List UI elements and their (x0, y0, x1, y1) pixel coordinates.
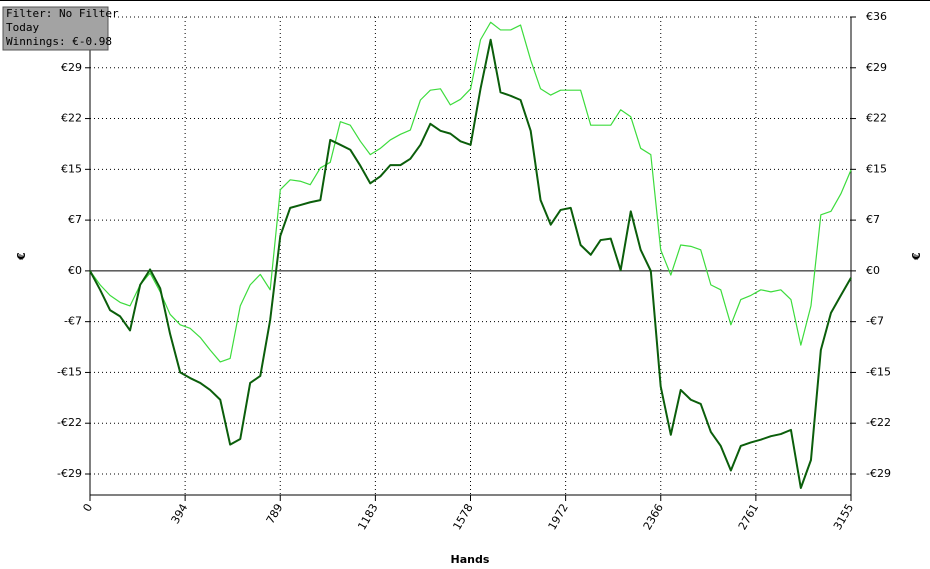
x-tick-label: 0 (80, 502, 95, 515)
y2-tick-label: €29 (866, 61, 887, 74)
filter-text: Winnings: €-0.98 (6, 35, 112, 48)
x-tick-label: 394 (169, 502, 191, 527)
filter-box (2, 6, 109, 51)
y-tick-label: -€15 (57, 365, 82, 378)
filter-text: Today (6, 21, 39, 34)
y2-tick-label: €0 (866, 264, 880, 277)
y2-tick-label: -€22 (866, 416, 891, 429)
x-tick-label: 2366 (641, 502, 666, 533)
x-tick-label: 3155 (831, 502, 856, 533)
x-tick-label: 789 (264, 502, 286, 527)
y-tick-label: -€29 (57, 467, 82, 480)
y-tick-label: €15 (61, 162, 82, 175)
y2-axis-label: € (910, 252, 923, 261)
y2-tick-label: €22 (866, 112, 887, 125)
y-tick-label: €22 (61, 112, 82, 125)
x-tick-label: 1183 (355, 502, 380, 533)
y2-tick-label: €36 (866, 10, 887, 23)
x-tick-label: 1578 (450, 502, 475, 533)
x-tick-label: 1972 (546, 502, 571, 533)
x-axis-label: Hands (451, 553, 490, 566)
y2-tick-label: €15 (866, 162, 887, 175)
y2-tick-label: €7 (866, 213, 880, 226)
filter-text: Filter: No Filter (6, 7, 119, 20)
y-tick-label: €29 (61, 61, 82, 74)
y-axis-label: € (15, 252, 28, 261)
series-line (89, 38, 852, 489)
y-tick-label: -€22 (57, 416, 82, 429)
y2-tick-label: -€29 (866, 467, 891, 480)
y2-tick-label: -€15 (866, 365, 891, 378)
x-tick-label: 2761 (736, 502, 761, 533)
series-line (89, 21, 852, 363)
y-tick-label: -€7 (64, 315, 82, 328)
y-tick-label: €7 (68, 213, 82, 226)
y-tick-label: €0 (68, 264, 82, 277)
y2-tick-label: -€7 (866, 315, 884, 328)
